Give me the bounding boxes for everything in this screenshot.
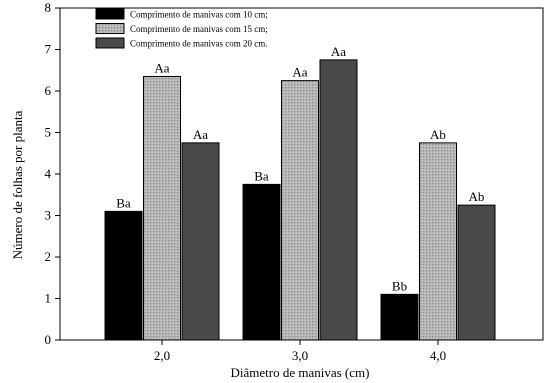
legend-swatch-2 xyxy=(95,23,125,34)
y-tick-label: 6 xyxy=(45,83,52,98)
data-label: Aa xyxy=(193,127,208,142)
y-tick-label: 5 xyxy=(45,125,52,140)
bar-series-3 xyxy=(181,142,220,341)
bar-series-2 xyxy=(143,75,181,341)
y-tick-label: 3 xyxy=(45,208,52,223)
data-label: Aa xyxy=(292,65,307,80)
y-tick-label: 4 xyxy=(45,166,52,181)
x-tick-label: 3,0 xyxy=(292,348,308,363)
bar-series-3 xyxy=(319,59,358,341)
x-tick-label: 4,0 xyxy=(430,348,446,363)
data-label: Ba xyxy=(116,195,131,210)
data-labels: Ba Aa Aa Ba Aa Aa Bb Ab Ab xyxy=(116,44,484,293)
data-label: Aa xyxy=(154,60,169,75)
y-axis-label: Número de folhas por planta xyxy=(10,110,25,259)
legend: Comprimento de manivas com 10 cm; Comprim… xyxy=(95,8,268,49)
bar-series-2 xyxy=(281,80,319,341)
y-tick-label: 1 xyxy=(45,291,52,306)
data-label: Ba xyxy=(254,168,269,183)
bar-series-1 xyxy=(380,293,419,341)
data-label: Ab xyxy=(430,127,446,142)
data-label: Aa xyxy=(331,44,346,59)
bar-series-1 xyxy=(104,210,143,341)
bar-series-2 xyxy=(419,142,457,341)
x-axis-label: Diâmetro de manivas (cm) xyxy=(231,365,370,380)
bar-series-1 xyxy=(242,183,281,341)
data-label: Bb xyxy=(392,278,407,293)
y-tick-label: 0 xyxy=(45,332,52,347)
legend-swatch-1 xyxy=(95,8,125,20)
legend-label: Comprimento de manivas com 10 cm; xyxy=(130,10,268,20)
legend-label: Comprimento de manivas com 20 cm. xyxy=(130,39,267,49)
x-tick-label: 2,0 xyxy=(154,348,170,363)
bars xyxy=(104,59,496,341)
data-label: Ab xyxy=(469,189,485,204)
bar-series-3 xyxy=(457,204,496,341)
legend-swatch-3 xyxy=(95,37,125,49)
y-tick-label: 8 xyxy=(45,0,52,15)
y-tick-label: 7 xyxy=(45,42,52,57)
legend-label: Comprimento de manivas com 15 cm; xyxy=(130,24,268,34)
y-tick-label: 2 xyxy=(45,249,52,264)
